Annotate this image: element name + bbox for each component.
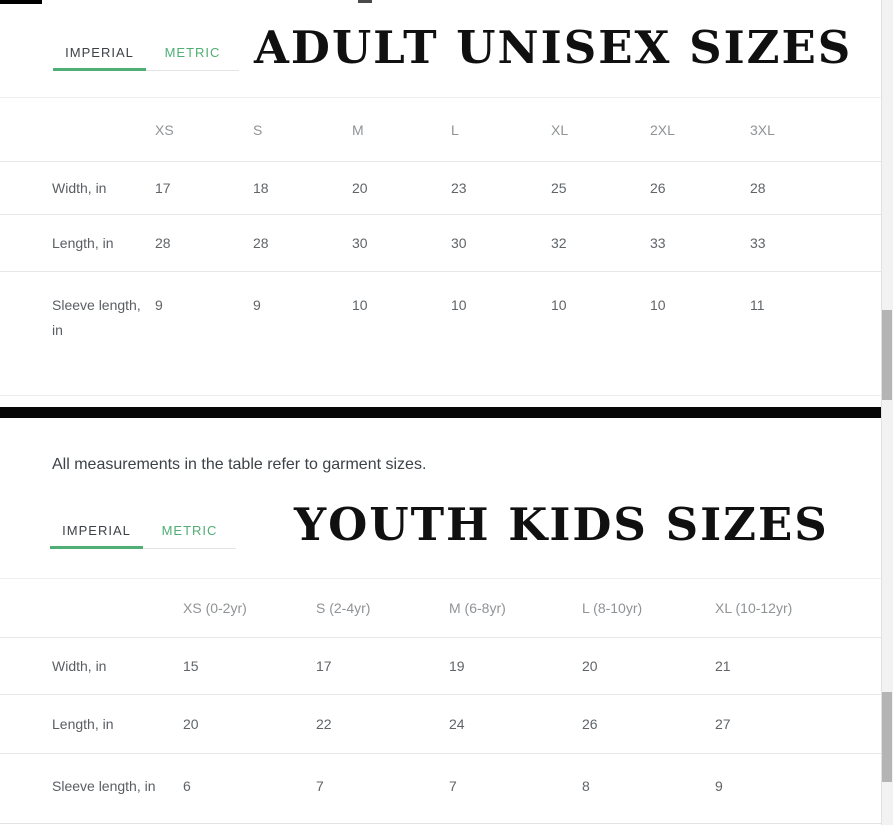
column-header: 3XL (750, 121, 775, 138)
table-row-sleeve-length: Sleeve length, in 9 9 10 10 10 10 11 (0, 272, 881, 395)
row-label: Length, in (52, 716, 114, 732)
measurement-note: All measurements in the table refer to g… (52, 456, 427, 473)
column-header: S (253, 121, 263, 138)
adult-size-table: XS S M L XL 2XL 3XL Width, in 17 18 20 2… (0, 97, 881, 396)
section-divider-bar (0, 407, 893, 418)
tab-metric[interactable]: METRIC (143, 511, 236, 549)
column-header: L (8-10yr) (582, 600, 643, 616)
scrollbar-track[interactable] (881, 0, 893, 825)
adult-table-header-row: XS S M L XL 2XL 3XL (0, 98, 881, 162)
tab-imperial-label: IMPERIAL (62, 522, 131, 538)
size-value: 10 (352, 297, 368, 313)
size-value: 7 (316, 778, 324, 794)
size-value: 6 (183, 778, 191, 794)
size-value: 21 (715, 658, 731, 674)
table-row-sleeve-length: Sleeve length, in 6 7 7 8 9 (0, 754, 881, 829)
size-value: 32 (551, 235, 567, 251)
size-value: 27 (715, 716, 731, 732)
size-value: 25 (551, 180, 567, 196)
tab-inactive-underline (143, 548, 236, 549)
youth-size-table: XS (0-2yr) S (2-4yr) M (6-8yr) L (8-10yr… (0, 578, 881, 829)
scrollbar-thumb[interactable] (882, 310, 892, 400)
column-header: XL (551, 121, 569, 138)
size-value: 20 (352, 180, 368, 196)
size-value: 24 (449, 716, 465, 732)
size-value: 33 (750, 235, 766, 251)
size-value: 9 (253, 297, 261, 313)
table-row-length: Length, in 28 28 30 30 32 33 33 (0, 215, 881, 272)
tab-metric-label: METRIC (161, 522, 218, 538)
row-label: Width, in (52, 180, 107, 196)
column-header: XS (155, 121, 174, 138)
size-value: 28 (750, 180, 766, 196)
screenshot-corner-mark (0, 0, 42, 4)
size-value: 17 (155, 180, 171, 196)
size-value: 26 (582, 716, 598, 732)
column-header: 2XL (650, 121, 675, 138)
table-row-length: Length, in 20 22 24 26 27 (0, 695, 881, 754)
size-value: 26 (650, 180, 666, 196)
size-value: 15 (183, 658, 199, 674)
size-value: 23 (451, 180, 467, 196)
youth-section-title: YOUTH KIDS SIZES (294, 498, 829, 551)
column-header: S (2-4yr) (316, 600, 371, 616)
size-value: 30 (451, 235, 467, 251)
size-value: 9 (715, 778, 723, 794)
size-value: 28 (155, 235, 171, 251)
tab-imperial[interactable]: IMPERIAL (50, 511, 143, 549)
column-header: XS (0-2yr) (183, 600, 247, 616)
column-header: M (352, 121, 364, 138)
tab-metric-label: METRIC (164, 44, 221, 60)
size-value: 19 (449, 658, 465, 674)
size-value: 20 (582, 658, 598, 674)
size-value: 18 (253, 180, 269, 196)
table-row-width: Width, in 17 18 20 23 25 26 28 (0, 162, 881, 215)
size-value: 17 (316, 658, 332, 674)
size-value: 20 (183, 716, 199, 732)
adult-section-title: ADULT UNISEX SIZES (254, 21, 853, 74)
bottom-edge-hairline (0, 823, 893, 824)
tab-imperial-label: IMPERIAL (65, 44, 134, 60)
size-value: 9 (155, 297, 163, 313)
scrollbar-thumb[interactable] (882, 692, 892, 782)
tab-active-underline (53, 68, 146, 71)
tab-metric[interactable]: METRIC (146, 33, 239, 71)
tab-imperial[interactable]: IMPERIAL (53, 33, 146, 71)
size-value: 11 (750, 297, 765, 313)
column-header: XL (10-12yr) (715, 600, 793, 616)
top-edge-mark (358, 0, 372, 3)
size-value: 10 (551, 297, 567, 313)
size-value: 30 (352, 235, 368, 251)
row-label: Sleeve length, in (52, 778, 156, 794)
row-label: Sleeve length, in (52, 297, 141, 338)
youth-table-header-row: XS (0-2yr) S (2-4yr) M (6-8yr) L (8-10yr… (0, 579, 881, 638)
size-value: 7 (449, 778, 457, 794)
size-value: 33 (650, 235, 666, 251)
row-label: Width, in (52, 658, 107, 674)
size-value: 10 (650, 297, 666, 313)
tab-active-underline (50, 546, 143, 549)
adult-unit-tabbar: IMPERIAL METRIC (53, 33, 239, 71)
size-value: 28 (253, 235, 269, 251)
youth-unit-tabbar: IMPERIAL METRIC (50, 511, 236, 549)
size-value: 22 (316, 716, 332, 732)
tab-inactive-underline (146, 70, 239, 71)
column-header: M (6-8yr) (449, 600, 506, 616)
size-value: 8 (582, 778, 590, 794)
column-header: L (451, 121, 459, 138)
table-row-width: Width, in 15 17 19 20 21 (0, 638, 881, 695)
size-value: 10 (451, 297, 467, 313)
row-label: Length, in (52, 235, 114, 251)
